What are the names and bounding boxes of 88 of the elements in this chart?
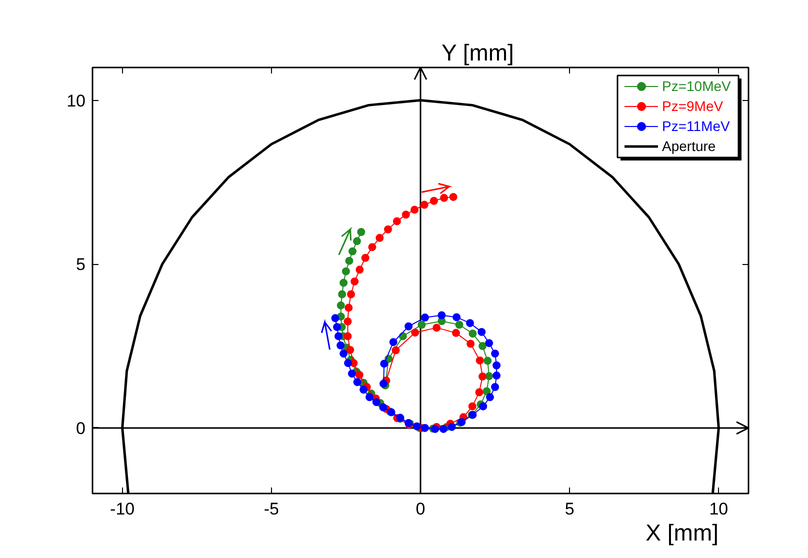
point: [491, 383, 500, 391]
point: [468, 402, 476, 410]
point: [449, 192, 458, 201]
y-tick-label: 10: [66, 91, 86, 110]
point: [348, 247, 357, 256]
point: [379, 403, 388, 412]
x-tick-label: 0: [416, 500, 426, 518]
point: [356, 266, 364, 274]
point: [348, 370, 356, 378]
point: [491, 350, 500, 358]
point: [411, 328, 420, 337]
y-axis-title: Y [mm]: [442, 40, 514, 66]
x-axis-title: X [mm]: [646, 520, 719, 546]
point: [492, 361, 501, 370]
point: [438, 311, 446, 320]
point: [420, 314, 429, 322]
y-tick-label: 5: [76, 255, 86, 274]
point: [392, 217, 401, 226]
point: [486, 393, 494, 402]
point: [345, 256, 354, 265]
point: [346, 346, 354, 354]
point: [478, 328, 486, 336]
point: [344, 317, 352, 326]
point: [342, 267, 350, 276]
point: [439, 424, 448, 433]
point: [482, 387, 491, 396]
point: [353, 378, 362, 386]
point: [476, 356, 484, 364]
point: [357, 228, 366, 236]
point: [361, 254, 370, 262]
point: [485, 372, 494, 380]
point: [372, 398, 380, 406]
point: [380, 360, 388, 368]
point: [452, 328, 460, 337]
point: [384, 225, 392, 234]
point: [340, 278, 348, 287]
point: [336, 341, 345, 350]
point: [344, 359, 352, 368]
point: [478, 372, 487, 381]
x-tick-label: -10: [110, 500, 135, 518]
point: [479, 402, 488, 410]
point: [448, 422, 456, 431]
point: [368, 243, 376, 252]
point: [412, 422, 421, 430]
y-tick-label: 0: [76, 418, 86, 438]
point: [404, 322, 413, 330]
legend-label: Aperture: [662, 137, 716, 156]
point: [468, 330, 477, 338]
point: [452, 313, 461, 322]
x-tick-label: 10: [709, 500, 728, 518]
point: [432, 324, 441, 332]
point: [475, 388, 484, 396]
point: [366, 393, 374, 402]
x-tick-label: -5: [264, 500, 279, 518]
point: [352, 237, 361, 246]
point: [376, 234, 384, 242]
point: [484, 356, 492, 365]
point: [392, 346, 400, 354]
legend-label: Pz=10MeV: [662, 77, 731, 96]
point: [455, 320, 464, 329]
point: [333, 323, 342, 332]
point: [478, 342, 487, 350]
point: [360, 386, 368, 394]
point: [389, 338, 398, 346]
point: [418, 320, 426, 329]
point: [466, 340, 475, 348]
point: [340, 350, 348, 358]
point: [336, 301, 345, 310]
point: [402, 210, 410, 219]
point: [355, 370, 364, 379]
x-tick-label: 5: [564, 500, 574, 518]
point: [485, 339, 494, 348]
point: [344, 304, 353, 312]
point: [420, 200, 428, 209]
point: [347, 290, 356, 298]
point: [334, 332, 342, 340]
point: [430, 196, 438, 205]
point: [466, 319, 474, 328]
point: [331, 314, 340, 322]
point: [440, 194, 448, 202]
point: [492, 372, 501, 380]
point: [338, 290, 346, 298]
legend-label: Pz=9MeV: [662, 97, 724, 116]
point: [350, 277, 359, 286]
point: [410, 206, 419, 214]
point: [344, 332, 352, 340]
legend-label: Pz=11MeV: [662, 117, 730, 136]
point: [420, 424, 429, 432]
